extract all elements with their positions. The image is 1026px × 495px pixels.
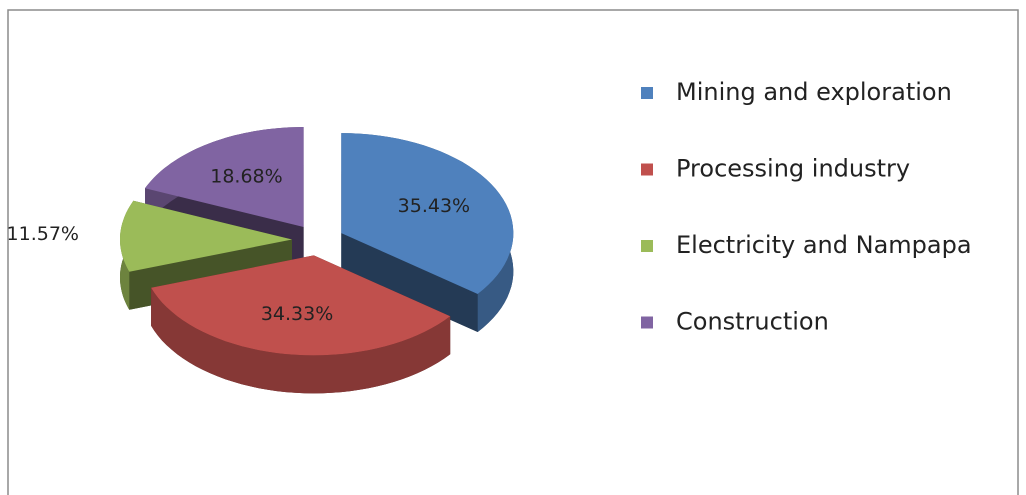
legend-label: Electricity and Nampapa xyxy=(676,231,972,259)
legend-swatch xyxy=(641,240,653,252)
legend-swatch xyxy=(641,87,653,99)
legend-label: Construction xyxy=(676,308,829,336)
legend-swatch xyxy=(641,163,653,176)
legend-swatch xyxy=(641,316,653,329)
data-label: 35.43% xyxy=(398,195,470,217)
slice-side xyxy=(341,233,478,332)
data-label: 34.33% xyxy=(261,303,333,325)
slice-wall xyxy=(151,287,451,394)
slice xyxy=(145,127,304,227)
legend-label: Mining and exploration xyxy=(676,78,952,106)
data-label: 18.68% xyxy=(210,166,282,188)
data-label: 11.57% xyxy=(7,223,79,245)
slice xyxy=(341,133,514,294)
slice xyxy=(151,255,451,356)
slice xyxy=(120,200,292,272)
legend-label: Processing industry xyxy=(676,155,910,183)
